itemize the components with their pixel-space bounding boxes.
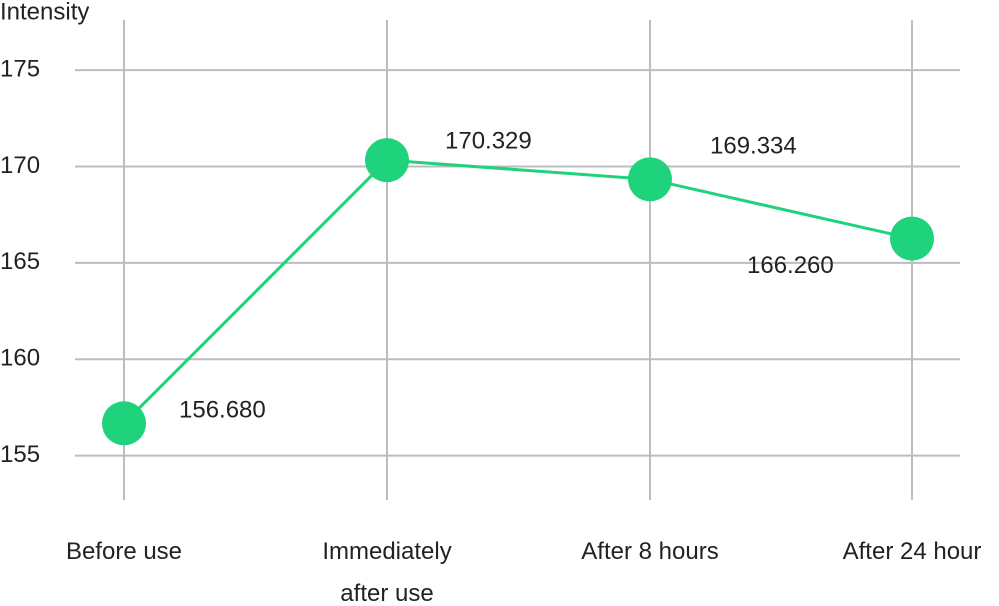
y-tick-label: 170 [0,152,40,179]
y-tick-label: 175 [0,55,40,82]
y-axis-label: Intensity [0,0,89,25]
point [365,138,409,183]
x-tick-label: After 24 hour [842,538,982,565]
point [628,157,672,202]
data-label: 166.260 [747,252,834,279]
data-label: 170.329 [445,128,532,155]
x-tick-label: After 8 hours [581,538,719,565]
line [122,158,913,425]
y-tick-label: 160 [0,345,40,372]
y-tick-label: 155 [0,441,40,468]
data-label: 169.334 [710,133,797,160]
point [890,216,934,261]
x-tick-label: Immediately after use [322,538,452,606]
x-tick-label: Before use [65,538,183,565]
point [102,401,146,446]
y-tick-label: 165 [0,248,40,275]
data-label: 156.680 [179,397,266,424]
